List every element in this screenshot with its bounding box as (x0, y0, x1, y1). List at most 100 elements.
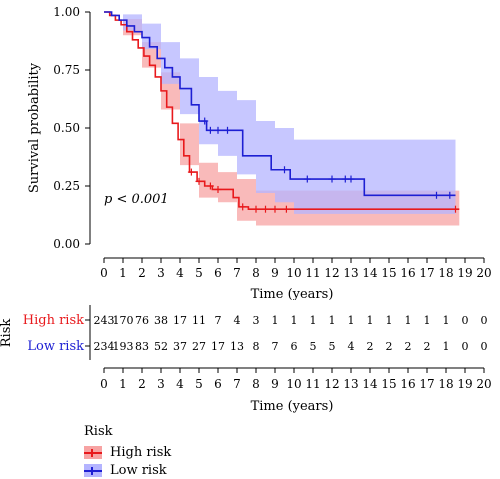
x-tick-label: 20 (476, 266, 491, 280)
legend-item-low-risk: Low risk (84, 461, 171, 479)
censor-mark-high-risk (206, 182, 214, 190)
risk-x-tick-label: 11 (305, 377, 320, 391)
confidence-band-low-risk (104, 12, 456, 221)
legend-title: Risk (84, 424, 113, 439)
risk-count-high-risk: 1 (443, 314, 450, 327)
risk-x-tick-label: 9 (271, 377, 279, 391)
censor-mark-high-risk (262, 205, 269, 213)
censor-mark-low-risk (224, 126, 231, 134)
y-axis-label: Survival probability (27, 62, 42, 193)
risk-count-high-risk: 4 (234, 314, 241, 327)
censor-mark-high-risk (195, 177, 203, 185)
censor-mark-high-risk (214, 185, 222, 193)
x-tick-label: 1 (119, 266, 127, 280)
risk-count-high-risk: 1 (367, 314, 374, 327)
x-tick-label: 16 (400, 266, 415, 280)
risk-count-high-risk: 17 (173, 314, 187, 327)
censor-mark-low-risk (347, 175, 355, 183)
x-tick-label: 13 (343, 266, 358, 280)
risk-count-high-risk: 1 (310, 314, 317, 327)
risk-count-high-risk: 1 (386, 314, 393, 327)
risk-count-high-risk: 38 (154, 314, 168, 327)
risk-count-low-risk: 2 (424, 340, 431, 353)
x-tick-label: 2 (138, 266, 146, 280)
risk-count-high-risk: 1 (424, 314, 431, 327)
legend-label-high-risk: High risk (110, 444, 172, 460)
risk-x-tick-label: 0 (100, 377, 108, 391)
x-tick-label: 5 (195, 266, 203, 280)
risk-x-tick-label: 13 (343, 377, 358, 391)
risk-count-low-risk: 2 (367, 340, 374, 353)
y-tick-label: 0.50 (53, 121, 80, 135)
x-tick-label: 0 (100, 266, 108, 280)
risk-table-y-label: Risk (0, 319, 14, 348)
x-tick-label: 3 (157, 266, 165, 280)
risk-count-high-risk: 1 (405, 314, 412, 327)
y-tick-label: 1.00 (53, 5, 80, 19)
risk-x-tick-label: 20 (476, 377, 491, 391)
x-tick-label: 19 (457, 266, 472, 280)
risk-count-high-risk: 1 (329, 314, 336, 327)
censor-mark-low-risk (206, 126, 214, 134)
legend-label-low-risk: Low risk (110, 462, 167, 478)
risk-count-low-risk: 193 (113, 340, 134, 353)
risk-x-tick-label: 17 (419, 377, 434, 391)
risk-count-high-risk: 11 (192, 314, 206, 327)
legend: Risk High risk Low risk (84, 424, 171, 479)
legend-key-high-risk (84, 445, 102, 459)
risk-count-high-risk: 76 (135, 314, 149, 327)
risk-count-high-risk: 1 (291, 314, 298, 327)
risk-x-tick-label: 6 (214, 377, 222, 391)
risk-x-tick-label: 16 (400, 377, 415, 391)
risk-x-tick-label: 7 (233, 377, 241, 391)
y-tick-label: 0.75 (53, 63, 80, 77)
x-tick-label: 10 (286, 266, 301, 280)
censor-mark-high-risk (271, 205, 279, 213)
x-tick-label: 11 (305, 266, 320, 280)
x-tick-label: 7 (233, 266, 241, 280)
survival-plot: 0 1 2 3 4 5 6 7 8 9 10 11 12 13 14 15 16 17 18 19 20 0.000.2… (27, 5, 492, 300)
censor-mark-high-risk (282, 205, 290, 213)
risk-x-tick-label: 15 (381, 377, 396, 391)
risk-count-low-risk: 52 (154, 340, 168, 353)
risk-row-label-high-risk: High risk (23, 313, 84, 328)
risk-x-tick-label: 14 (362, 377, 378, 391)
risk-count-low-risk: 0 (481, 340, 488, 353)
risk-x-tick-label: 3 (157, 377, 165, 391)
risk-count-low-risk: 2 (386, 340, 393, 353)
risk-count-low-risk: 27 (192, 340, 206, 353)
legend-item-high-risk: High risk (84, 443, 171, 461)
censor-mark-high-risk (187, 168, 195, 176)
x-tick-label: 8 (252, 266, 260, 280)
risk-count-low-risk: 17 (211, 340, 225, 353)
risk-count-low-risk: 2 (405, 340, 412, 353)
y-tick-label: 0.25 (53, 179, 80, 193)
x-tick-label: 12 (324, 266, 339, 280)
risk-count-high-risk: 0 (481, 314, 488, 327)
plot-area: 0 1 2 3 4 5 6 7 8 9 10 11 12 13 14 15 16 17 18 19 20 0.000.2… (27, 5, 492, 300)
risk-x-tick-label: 8 (252, 377, 260, 391)
risk-count-low-risk: 234 (94, 340, 115, 353)
risk-count-low-risk: 0 (462, 340, 469, 353)
risk-x-tick-label: 12 (324, 377, 339, 391)
risk-count-high-risk: 1 (348, 314, 355, 327)
x-tick-label: 18 (438, 266, 453, 280)
x-tick-label: 17 (419, 266, 434, 280)
risk-count-low-risk: 37 (173, 340, 187, 353)
censor-mark-low-risk (328, 175, 336, 183)
risk-count-high-risk: 3 (253, 314, 260, 327)
censor-mark-low-risk (303, 175, 311, 183)
legend-key-low-risk (84, 463, 102, 477)
risk-x-tick-label: 5 (195, 377, 203, 391)
risk-count-low-risk: 5 (329, 340, 336, 353)
censor-mark-low-risk (433, 191, 440, 199)
risk-count-low-risk: 13 (230, 340, 244, 353)
risk-x-tick-label: 4 (176, 377, 184, 391)
risk-count-low-risk: 7 (272, 340, 279, 353)
censor-mark-high-risk (239, 203, 247, 211)
risk-x-tick-label: 18 (438, 377, 453, 391)
risk-count-high-risk: 7 (215, 314, 222, 327)
risk-count-high-risk: 170 (113, 314, 134, 327)
survival-curve-low-risk (104, 11, 456, 197)
